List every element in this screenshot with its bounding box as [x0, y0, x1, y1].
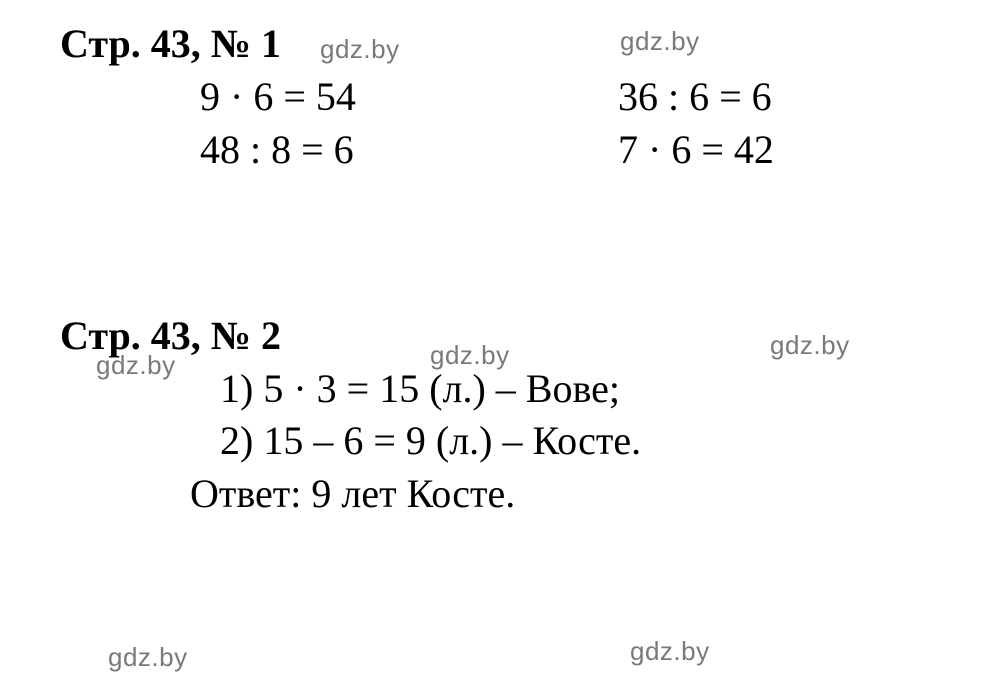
watermark: gdz.by [630, 636, 710, 667]
equation-cell: 7 · 6 = 42 [618, 124, 960, 177]
equation-cell: 36 : 6 = 6 [618, 71, 960, 124]
heading-text: Стр. 43, № 1 [60, 21, 281, 66]
page-content: Стр. 43, № 1 9 · 6 = 54 36 : 6 = 6 48 : … [60, 20, 960, 517]
solution-steps: 1) 5 · 3 = 15 (л.) – Вове; 2) 15 – 6 = 9… [60, 363, 960, 469]
solution-step: 2) 15 – 6 = 9 (л.) – Косте. [220, 415, 960, 468]
equation-row: 48 : 8 = 6 7 · 6 = 42 [60, 124, 960, 177]
equation-row: 9 · 6 = 54 36 : 6 = 6 [60, 71, 960, 124]
section-2: Стр. 43, № 2 1) 5 · 3 = 15 (л.) – Вове; … [60, 312, 960, 518]
equation-cell: 9 · 6 = 54 [60, 71, 618, 124]
solution-step: 1) 5 · 3 = 15 (л.) – Вове; [220, 363, 960, 416]
section-1-heading: Стр. 43, № 1 [60, 20, 960, 67]
heading-text: Стр. 43, № 2 [60, 313, 281, 358]
section-2-heading: Стр. 43, № 2 [60, 312, 960, 359]
section-1-equations: 9 · 6 = 54 36 : 6 = 6 48 : 8 = 6 7 · 6 =… [60, 71, 960, 177]
equation-cell: 48 : 8 = 6 [60, 124, 618, 177]
answer-line: Ответ: 9 лет Косте. [60, 470, 960, 517]
watermark: gdz.by [108, 642, 188, 673]
